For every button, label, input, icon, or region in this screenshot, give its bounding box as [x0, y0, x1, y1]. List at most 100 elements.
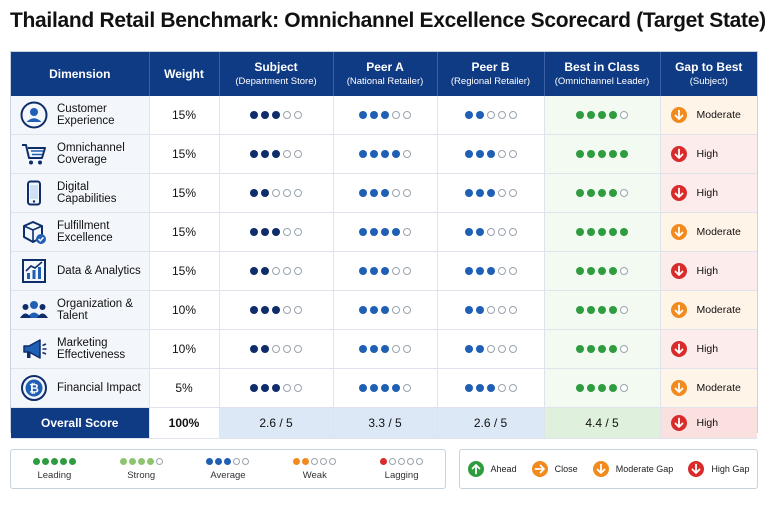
filled-dot — [587, 150, 595, 158]
subject-score-cell — [219, 96, 334, 135]
empty-dot — [508, 228, 517, 236]
rating-dots — [464, 267, 517, 275]
filled-dot — [587, 306, 595, 314]
header-subject-title: Subject — [254, 60, 298, 74]
filled-dot — [250, 150, 258, 158]
scorecard-table: Dimension Weight Subject (Department Stor… — [10, 51, 758, 439]
filled-dot — [370, 306, 378, 314]
legend-item-leading: Leading — [32, 457, 76, 481]
overall-gap: High — [660, 407, 757, 439]
rating-dots — [576, 189, 628, 197]
dimension-label-financial-impact: Financial Impact — [57, 381, 141, 394]
rating-dots — [464, 306, 517, 314]
empty-dot — [283, 111, 291, 119]
empty-dot — [486, 306, 495, 314]
table-row: Organization & Talent 10% Moderate — [11, 290, 757, 330]
filled-dot — [598, 306, 606, 314]
rating-dots — [250, 306, 302, 314]
gap-cell: High — [660, 251, 757, 291]
filled-dot — [475, 228, 484, 236]
empty-dot — [620, 111, 628, 119]
filled-dot — [261, 189, 269, 197]
filled-dot — [359, 228, 367, 236]
rating-dots — [359, 150, 411, 158]
empty-dot — [233, 457, 241, 465]
peer-b-score-cell — [437, 134, 545, 174]
empty-dot — [320, 457, 328, 465]
empty-dot — [497, 306, 506, 314]
legend-label: Weak — [302, 469, 327, 481]
svg-text:₿: ₿ — [29, 382, 39, 396]
filled-dot — [206, 457, 214, 465]
subject-score-cell — [219, 290, 334, 330]
filled-dot — [576, 111, 584, 119]
rating-dots — [464, 228, 517, 236]
moderate-gap-icon — [670, 107, 687, 123]
gap-label: High — [696, 148, 719, 160]
filled-dot — [392, 384, 400, 392]
subject-score-cell — [219, 212, 334, 252]
rating-dots — [250, 384, 302, 392]
empty-dot — [294, 267, 302, 275]
filled-dot — [475, 384, 484, 392]
filled-dot — [475, 267, 484, 275]
rating-dots — [576, 384, 628, 392]
filled-dot — [359, 150, 367, 158]
empty-dot — [508, 267, 517, 275]
megaphone-icon — [19, 334, 49, 364]
filled-dot — [250, 189, 258, 197]
filled-dot — [475, 111, 484, 119]
filled-dot — [370, 150, 378, 158]
best-score-cell — [544, 251, 661, 291]
weight-cell: 15% — [149, 96, 220, 135]
dimension-cell: Digital Capabilities — [11, 173, 150, 213]
filled-dot — [464, 306, 473, 314]
gap-legend-item-ahead: Ahead — [467, 461, 517, 477]
rating-legend: Leading Strong Average Weak Lagging — [10, 449, 446, 489]
peer-a-score-cell — [333, 134, 438, 174]
best-score-cell — [544, 290, 661, 330]
filled-dot — [215, 457, 223, 465]
rating-dots — [206, 457, 250, 465]
filled-dot — [486, 267, 495, 275]
gap-legend: Ahead Close Moderate Gap High Gap — [459, 449, 758, 489]
empty-dot — [272, 189, 280, 197]
header-dimension: Dimension — [11, 52, 150, 96]
filled-dot — [272, 228, 280, 236]
empty-dot — [486, 345, 495, 353]
filled-dot — [359, 189, 367, 197]
arrow-down-icon — [688, 461, 705, 477]
filled-dot — [41, 457, 49, 465]
filled-dot — [272, 150, 280, 158]
filled-dot — [598, 150, 606, 158]
empty-dot — [497, 111, 506, 119]
empty-dot — [392, 345, 400, 353]
filled-dot — [598, 267, 606, 275]
filled-dot — [464, 267, 473, 275]
rating-dots — [464, 345, 517, 353]
header-peer-a-title: Peer A — [366, 60, 404, 74]
filled-dot — [620, 228, 628, 236]
filled-dot — [272, 384, 280, 392]
gap-label: Moderate — [696, 226, 741, 238]
peer-b-score-cell — [437, 290, 545, 330]
empty-dot — [508, 384, 517, 392]
table-row: Customer Experience 15% Moderate — [11, 96, 757, 135]
dimension-cell: Data & Analytics — [11, 251, 150, 291]
table-row: Data & Analytics 15% High — [11, 251, 757, 291]
gap-cell: Moderate — [660, 212, 757, 252]
filled-dot — [359, 384, 367, 392]
empty-dot — [329, 457, 337, 465]
team-icon — [19, 295, 49, 325]
header-gap-subtitle: (Subject) — [689, 76, 728, 87]
empty-dot — [392, 306, 400, 314]
header-gap: Gap to Best (Subject) — [660, 52, 757, 96]
table-row: Omnichannel Coverage 15% High — [11, 134, 757, 174]
weight-cell: 15% — [149, 212, 220, 252]
filled-dot — [598, 345, 606, 353]
gap-cell: Moderate — [660, 96, 757, 135]
best-score-cell — [544, 329, 661, 369]
high-gap-icon — [670, 263, 687, 279]
empty-dot — [283, 150, 291, 158]
filled-dot — [587, 345, 595, 353]
